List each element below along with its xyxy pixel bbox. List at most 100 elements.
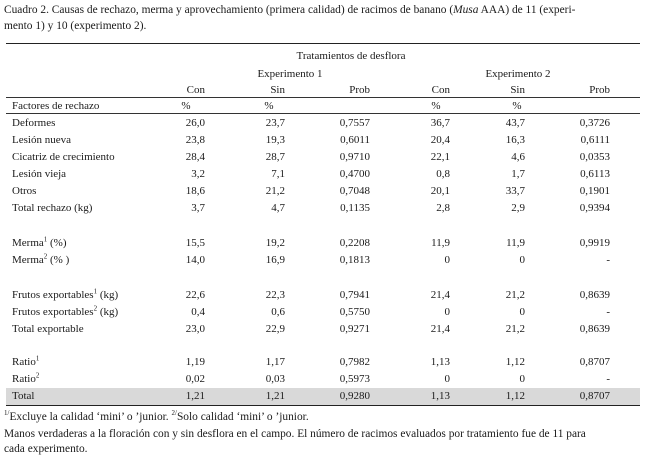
footnote-2-marker: 2/ xyxy=(171,409,177,418)
cell-con-2: 22,1 xyxy=(430,151,450,163)
cell-prob-1: 0,5750 xyxy=(339,306,370,318)
top-rule xyxy=(6,43,640,44)
col-header-sin-2: Sin xyxy=(510,84,525,96)
cell-prob-1: 0,1813 xyxy=(339,254,370,266)
cell-con-1: 0,4 xyxy=(191,306,205,318)
cell-prob-2: 0,8639 xyxy=(579,289,610,301)
percent-symbol-2: % xyxy=(264,100,274,112)
footnote-2-text: Solo calidad ‘mini’ o ’junior. xyxy=(176,411,309,423)
footnote-line-2: Manos verdaderas a la floración con y si… xyxy=(4,428,586,440)
cell-prob-2: 0,9394 xyxy=(579,202,610,214)
row-label-text: Total xyxy=(12,390,35,402)
cell-prob-2: - xyxy=(606,254,610,266)
row-label: Frutos exportables2 (kg) xyxy=(12,305,118,319)
row-label-superscript: 1 xyxy=(35,354,40,363)
cell-sin-1: 19,3 xyxy=(265,134,285,146)
cell-prob-2: 0,9919 xyxy=(579,237,610,249)
cell-prob-2: 0,0353 xyxy=(579,151,610,163)
table-caption: Cuadro 2. Causas de rechazo, merma y apr… xyxy=(4,2,640,34)
cell-sin-2: 43,7 xyxy=(505,117,525,129)
cell-sin-2: 21,2 xyxy=(505,323,525,335)
cell-con-2: 1,13 xyxy=(430,356,450,368)
cell-con-2: 0 xyxy=(444,306,451,318)
cell-sin-2: 1,12 xyxy=(505,390,525,402)
row-label-text: Merma xyxy=(12,254,44,266)
factor-label: Factores de rechazo xyxy=(12,100,100,112)
footnote-line-3: cada experimento. xyxy=(4,443,88,455)
row-label: Cicatriz de crecimiento xyxy=(12,150,115,164)
cell-prob-2: 0,6113 xyxy=(580,168,610,180)
row-label-text: Total exportable xyxy=(12,323,84,335)
row-label: Frutos exportables1 (kg) xyxy=(12,288,118,302)
col-header-sin-1: Sin xyxy=(270,84,285,96)
row-label-text: Merma xyxy=(12,237,44,249)
col-header-prob-1: Prob xyxy=(349,84,370,96)
cell-sin-1: 16,9 xyxy=(265,254,285,266)
cell-con-1: 15,5 xyxy=(185,237,205,249)
cell-con-1: 23,0 xyxy=(185,323,205,335)
cell-con-1: 1,19 xyxy=(185,356,205,368)
row-label-text: Ratio xyxy=(12,373,36,385)
row-label-superscript: 2 xyxy=(93,304,98,313)
cell-con-1: 18,6 xyxy=(185,185,205,197)
cell-sin-1: 21,2 xyxy=(265,185,285,197)
row-label-unit: (kg) xyxy=(97,289,119,301)
footnote-1-marker: 1/ xyxy=(4,409,10,418)
cell-con-2: 0 xyxy=(444,254,451,266)
cell-con-2: 0 xyxy=(444,373,451,385)
cell-prob-2: 0,6111 xyxy=(580,134,610,146)
cell-prob-1: 0,6011 xyxy=(340,134,370,146)
cell-con-2: 21,4 xyxy=(430,323,450,335)
row-label-superscript: 2 xyxy=(43,252,48,261)
caption-suffix: AAA) de 11 (experi- xyxy=(478,4,576,16)
cell-con-2: 20,1 xyxy=(430,185,450,197)
cell-prob-1: 0,1135 xyxy=(340,202,370,214)
footnote-1-text: Excluye la calidad ‘mini’ o ’junior. xyxy=(9,411,172,423)
cell-con-1: 3,7 xyxy=(191,202,205,214)
col-header-con-1: Con xyxy=(186,84,205,96)
cell-sin-2: 21,2 xyxy=(505,289,525,301)
row-label: Merma2 (% ) xyxy=(12,253,69,267)
cell-sin-1: 4,7 xyxy=(271,202,285,214)
cell-sin-2: 4,6 xyxy=(511,151,525,163)
cell-sin-2: 16,3 xyxy=(505,134,525,146)
cell-sin-1: 22,9 xyxy=(265,323,285,335)
cell-prob-1: 0,7048 xyxy=(339,185,370,197)
header-rule xyxy=(6,97,640,98)
row-label-text: Lesión nueva xyxy=(12,134,71,146)
cell-con-1: 26,0 xyxy=(185,117,205,129)
cell-prob-1: 0,9271 xyxy=(339,323,370,335)
footnote-1: 1/Excluye la calidad ‘mini’ o ’junior. 2… xyxy=(4,410,640,425)
row-label: Total xyxy=(12,389,34,403)
cell-con-1: 14,0 xyxy=(185,254,205,266)
total-row-band xyxy=(6,388,640,405)
row-label-unit: (%) xyxy=(47,237,67,249)
cell-sin-1: 23,7 xyxy=(265,117,285,129)
cell-sin-1: 7,1 xyxy=(271,168,285,180)
row-label-unit: (kg) xyxy=(97,306,119,318)
subheader-rule xyxy=(6,113,640,114)
caption-species: Musa xyxy=(453,4,479,16)
row-label: Otros xyxy=(12,184,36,198)
cell-prob-1: 0,7557 xyxy=(339,117,370,129)
cell-sin-1: 19,2 xyxy=(265,237,285,249)
cell-con-2: 2,8 xyxy=(436,202,450,214)
row-label-unit: (% ) xyxy=(47,254,70,266)
cell-con-2: 0,8 xyxy=(436,168,450,180)
cell-con-2: 1,13 xyxy=(430,390,450,402)
row-label-superscript: 1 xyxy=(43,235,48,244)
cell-prob-1: 0,5973 xyxy=(339,373,370,385)
row-label: Total rechazo (kg) xyxy=(12,201,92,215)
row-label-text: Ratio xyxy=(12,356,36,368)
cell-sin-2: 0 xyxy=(519,254,526,266)
cell-con-1: 3,2 xyxy=(191,168,205,180)
row-label-text: Cicatriz de crecimiento xyxy=(12,151,115,163)
cell-prob-1: 0,9280 xyxy=(339,390,370,402)
percent-symbol-4: % xyxy=(512,100,522,112)
cell-prob-1: 0,7982 xyxy=(339,356,370,368)
row-label-text: Deformes xyxy=(12,117,56,129)
caption-line2: mento 1) y 10 (experimento 2). xyxy=(4,20,147,32)
row-label: Lesión vieja xyxy=(12,167,66,181)
row-label-superscript: 2 xyxy=(35,371,40,380)
